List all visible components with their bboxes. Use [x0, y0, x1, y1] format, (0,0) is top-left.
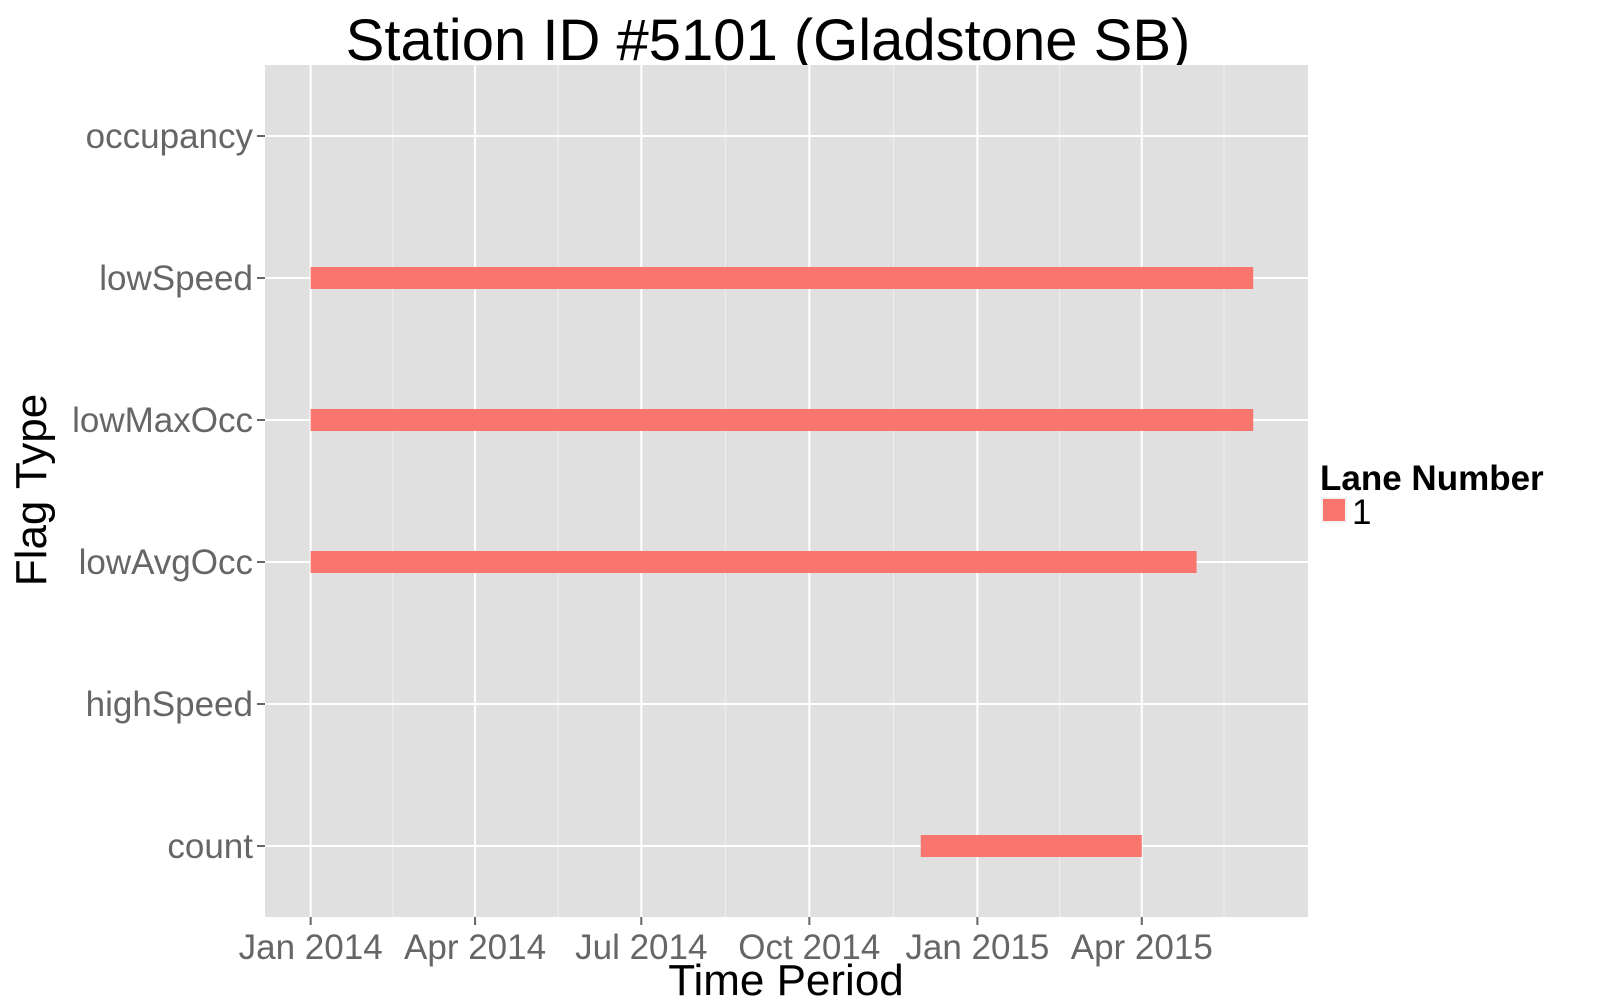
x-tick-label: Apr 2015: [1071, 928, 1213, 967]
x-tick-label: Jan 2014: [239, 928, 383, 967]
x-tick-label: Apr 2014: [404, 928, 546, 967]
x-tick-label: Jul 2014: [575, 928, 707, 967]
y-tick-label: highSpeed: [86, 685, 253, 724]
y-tick-label: occupancy: [86, 117, 254, 156]
bar-lowSpeed: [310, 267, 1254, 289]
x-tick-label: Jan 2015: [905, 928, 1049, 967]
x-tick-label: Oct 2014: [738, 928, 880, 967]
bar-lowMaxOcc: [310, 409, 1254, 431]
y-tick-label: count: [167, 827, 253, 866]
minor-gridlines: [392, 65, 1225, 917]
x-axis-ticks: Jan 2014 Apr 2014 Jul 2014 Oct 2014 Jan 2015…: [239, 917, 1213, 967]
legend-title: Lane Number: [1320, 459, 1544, 498]
y-axis-title: Flag Type: [7, 394, 56, 586]
legend: 1: [1321, 493, 1371, 532]
legend-key: [1321, 497, 1347, 523]
x-axis-title: Time Period: [668, 956, 904, 1000]
y-axis-ticks: count highSpeed lowAvgOcc lowMaxOcc lowSpeed…: [72, 117, 265, 866]
y-tick-label: lowSpeed: [99, 259, 253, 298]
legend-label: 1: [1352, 493, 1371, 532]
chart-title: Station ID #5101 (Gladstone SB): [346, 8, 1191, 73]
y-tick-label: lowAvgOcc: [79, 543, 253, 582]
plot-panel: [265, 65, 1308, 917]
bar-lowAvgOcc: [310, 551, 1197, 573]
bar-count: [920, 835, 1142, 857]
flag-bars: [310, 267, 1254, 857]
y-tick-label: lowMaxOcc: [72, 401, 253, 440]
